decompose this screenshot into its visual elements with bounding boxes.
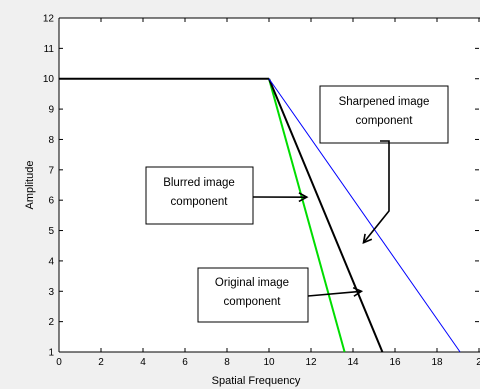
series-line-4	[268, 78, 461, 353]
y-tick-label: 7	[48, 165, 54, 176]
x-tick-label: 4	[140, 357, 146, 368]
y-tick-label: 5	[48, 226, 54, 237]
x-tick-label: 6	[182, 357, 188, 368]
y-axis-label: Amplitude	[24, 161, 36, 210]
original-annotation-text: component	[224, 296, 282, 308]
y-tick-label: 10	[43, 74, 55, 85]
series	[59, 77, 461, 353]
original-annotation-box	[197, 267, 309, 323]
annotations: Sharpened image component Blurred image com…	[145, 85, 449, 323]
x-tick-label: 8	[224, 357, 230, 368]
sharpened-arrow-head	[362, 233, 373, 244]
x-tick-label: 10	[263, 357, 275, 368]
original-annotation-text: Original image	[215, 277, 289, 289]
series-line-2	[268, 78, 346, 353]
y-tick-label: 9	[48, 105, 54, 116]
original-arrow-head	[352, 286, 364, 297]
y-tick-label: 4	[48, 256, 54, 267]
x-tick-label: 12	[305, 357, 317, 368]
sharpened-annotation-text: Sharpened image	[339, 96, 430, 108]
y-tick-label: 11	[44, 44, 55, 55]
blurred-annotation-text: Blurred image	[163, 177, 235, 189]
y-tick-label: 3	[48, 287, 54, 298]
sharpened-arrow	[362, 140, 390, 244]
y-tick-label: 8	[48, 135, 54, 146]
x-tick-label: 18	[431, 357, 443, 368]
sharpened-annotation-text: component	[356, 115, 414, 127]
x-tick-label: 2	[476, 357, 480, 368]
y-tick-label: 12	[43, 14, 55, 25]
x-tick-label: 14	[347, 357, 359, 368]
y-tick-label: 1	[48, 348, 54, 359]
blurred-arrow-head	[298, 192, 309, 203]
sharpened-annotation-box	[319, 85, 449, 144]
series-line-3	[268, 78, 384, 353]
blurred-annotation-box	[145, 166, 254, 225]
x-tick-label: 16	[389, 357, 401, 368]
y-tick-label: 2	[48, 317, 54, 328]
x-axis-label: Spatial Frequency	[212, 375, 301, 387]
blurred-annotation-text: component	[171, 196, 229, 208]
y-tick-label: 6	[48, 196, 54, 207]
x-tick-label: 0	[56, 357, 62, 368]
x-tick-label: 2	[98, 357, 104, 368]
original-arrow	[307, 290, 362, 297]
